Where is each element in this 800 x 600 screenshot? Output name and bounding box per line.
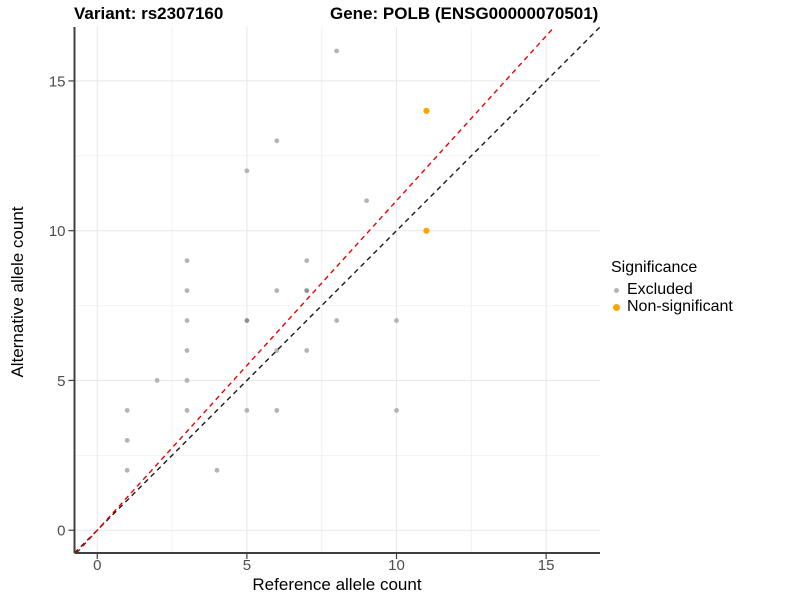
y-tick-label: 15	[49, 73, 66, 90]
y-tick-label: 10	[49, 223, 66, 240]
data-point-excluded	[184, 258, 190, 264]
plot-title-gene: Gene: POLB (ENSG00000070501)	[330, 4, 599, 23]
plot-title-variant: Variant: rs2307160	[74, 4, 224, 23]
data-point-excluded	[274, 288, 280, 293]
data-point-excluded	[184, 378, 190, 383]
x-tick-label: 5	[243, 557, 251, 574]
x-tick-label: 15	[538, 557, 555, 574]
data-point-excluded	[394, 318, 399, 323]
data-point-excluded	[184, 348, 190, 353]
legend-title: Significance	[611, 259, 698, 276]
y-axis-title: Alternative allele count	[8, 206, 27, 378]
data-point-excluded	[304, 348, 310, 353]
data-point-excluded	[184, 288, 190, 293]
x-tick-label: 10	[388, 557, 405, 574]
legend-entry-excluded: Excluded	[611, 281, 733, 298]
data-point-excluded	[274, 348, 280, 353]
identity-line	[74, 26, 601, 554]
x-axis-title: Reference allele count	[252, 575, 422, 594]
legend: Significance Excluded Non-significant	[611, 259, 733, 316]
data-point-excluded	[364, 198, 369, 204]
legend-label-excluded: Excluded	[627, 281, 693, 298]
data-point-excluded	[334, 318, 340, 323]
data-point-excluded	[154, 378, 160, 383]
data-point-excluded	[244, 168, 250, 174]
data-point-excluded	[304, 288, 310, 293]
data-point-excluded	[184, 318, 190, 323]
data-point-excluded	[124, 408, 130, 413]
data-point-excluded	[124, 437, 130, 443]
data-point-excluded	[304, 258, 310, 264]
data-point-non-significant	[423, 227, 430, 234]
data-point-excluded	[244, 408, 250, 413]
data-point-excluded	[124, 467, 130, 473]
non-significant-dot-icon	[613, 303, 620, 311]
data-point-excluded	[334, 48, 340, 54]
data-point-excluded	[274, 408, 280, 413]
data-point-excluded	[214, 467, 220, 473]
data-point-non-significant	[423, 107, 430, 114]
data-point-excluded	[184, 408, 190, 413]
expected-ratio-line	[76, 26, 555, 554]
x-tick-label: 0	[93, 557, 101, 574]
legend-entry-non-significant: Non-significant	[611, 298, 733, 315]
data-point-excluded	[244, 318, 250, 323]
excluded-dot-icon	[614, 287, 619, 293]
y-tick-label: 5	[57, 373, 65, 390]
data-point-excluded	[394, 408, 399, 413]
y-tick-label: 0	[57, 523, 65, 540]
data-point-excluded	[274, 138, 280, 144]
legend-label-non-significant: Non-significant	[627, 298, 733, 315]
